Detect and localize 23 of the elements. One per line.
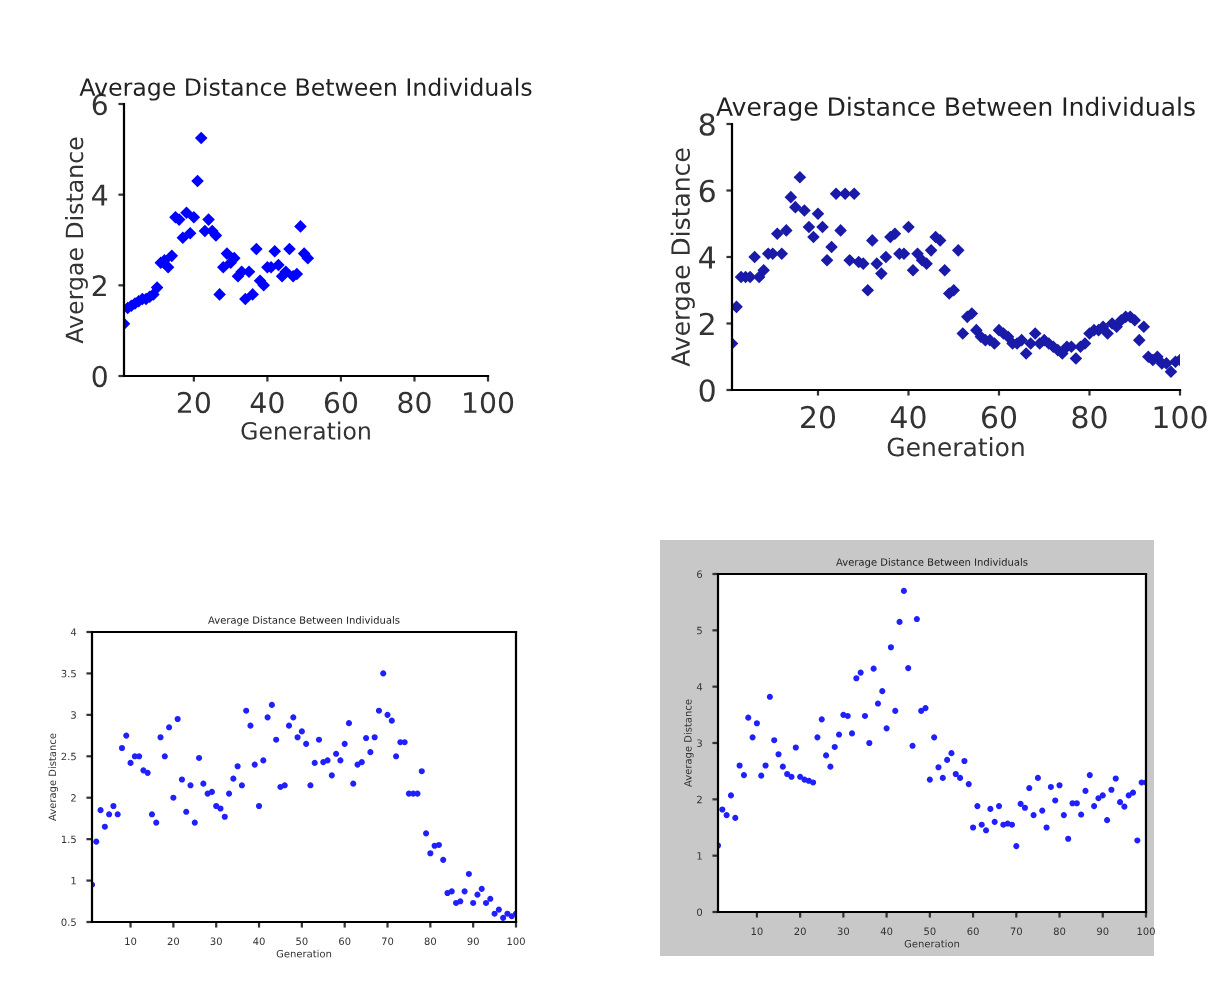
y-tick-label: 2 — [699, 312, 714, 335]
x-tick-label: 60 — [982, 405, 1017, 429]
y-tick-label: 0 — [92, 365, 107, 388]
y-tick-label: 8 — [699, 113, 715, 136]
x-tick-label: 60 — [324, 391, 358, 414]
x-tick-label: 100 — [1154, 405, 1207, 429]
x-tick-label: 100 — [464, 391, 514, 414]
x-tick-label: 40 — [890, 405, 926, 429]
x-tick-label: 80 — [398, 391, 431, 414]
y-tick-label: 0 — [699, 379, 715, 402]
chart-title: Average Distance Between Individuals — [716, 96, 1195, 121]
y-tick-label: 2 — [92, 275, 106, 297]
x-tick-label: 20 — [177, 391, 210, 414]
x-tick-label: 80 — [1072, 405, 1107, 429]
y-axis-title: Avergae Distance — [65, 137, 88, 344]
y-tick-label: 4 — [699, 246, 716, 269]
x-tick-label: 20 — [801, 405, 836, 429]
y-axis-title: Avergae Distance — [670, 148, 695, 367]
x-axis-title: Generation — [241, 421, 370, 440]
x-axis-title: Generation — [887, 437, 1024, 457]
y-tick-label: 4 — [92, 184, 108, 206]
x-tick-label: 40 — [250, 391, 284, 414]
y-tick-label: 6 — [699, 179, 715, 203]
